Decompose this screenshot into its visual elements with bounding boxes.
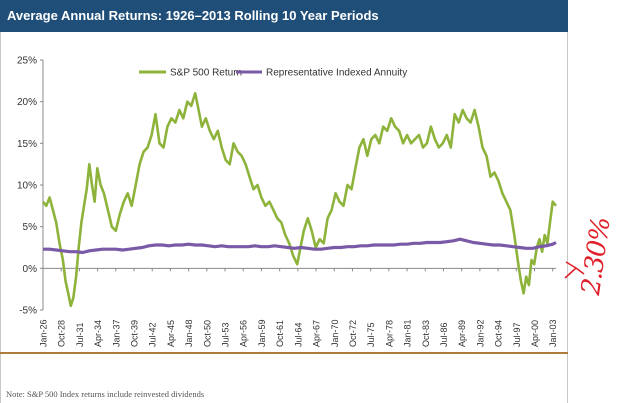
x-tick-label: Apr-67 xyxy=(312,320,322,347)
y-tick-label: 0% xyxy=(23,264,38,275)
y-tick-label: 5% xyxy=(23,222,38,233)
x-tick-label: Oct-50 xyxy=(202,320,212,347)
x-tick-label: Jan-59 xyxy=(257,319,267,347)
sp500-series-line xyxy=(41,92,558,308)
y-tick-label: 15% xyxy=(17,139,37,150)
legend-label-sp500: S&P 500 Return xyxy=(170,68,242,79)
x-tick-label: Oct-61 xyxy=(275,320,285,347)
x-tick-label: Jan-70 xyxy=(330,319,340,347)
x-tick-label: Jul-97 xyxy=(512,322,522,347)
x-tick-label: Jul-75 xyxy=(366,322,376,347)
x-tick-label: Jul-64 xyxy=(293,322,303,347)
x-tick-label: Oct-28 xyxy=(57,320,67,347)
x-tick-label: Oct-39 xyxy=(130,320,140,347)
x-tick-label: Apr-34 xyxy=(93,320,103,347)
handwritten-arrow-icon xyxy=(564,261,585,279)
y-tick-label: 20% xyxy=(17,97,37,108)
x-tick-label: Jan-81 xyxy=(403,319,413,347)
separator-rule xyxy=(0,352,568,354)
chart-frame xyxy=(0,32,568,403)
x-tick-label: Oct-83 xyxy=(421,320,431,347)
x-tick-label: Jan-37 xyxy=(111,319,121,347)
legend-label-annuity: Representative Indexed Annuity xyxy=(266,68,407,79)
x-tick-label: Apr-00 xyxy=(530,320,540,347)
x-tick-label: Apr-45 xyxy=(166,320,176,347)
x-tick-label: Oct-94 xyxy=(494,320,504,347)
chart-header: Average Annual Returns: 1926–2013 Rollin… xyxy=(0,0,568,32)
x-tick-label: Jan-48 xyxy=(184,319,194,347)
x-tick-label: Apr-56 xyxy=(239,320,249,347)
y-tick-label: -5% xyxy=(19,306,37,317)
annuity-series-line xyxy=(43,237,557,255)
x-tick-label: Jul-86 xyxy=(439,322,449,347)
x-tick-label: Jul-53 xyxy=(221,322,231,347)
footnote: Note: S&P 500 Index returns include rein… xyxy=(6,389,205,399)
handwritten-annotation: 2.30% xyxy=(562,216,640,300)
x-tick-label: Oct-72 xyxy=(348,320,358,347)
x-tick-label: Apr-89 xyxy=(457,320,467,347)
x-tick-label: Jul-31 xyxy=(75,322,85,347)
y-tick-label: 10% xyxy=(17,181,37,192)
x-tick-label: Apr-78 xyxy=(384,320,394,347)
x-tick-label: Jan-26 xyxy=(39,319,49,347)
x-tick-label: Jan-92 xyxy=(475,319,485,347)
y-tick-label: 25% xyxy=(17,56,37,67)
chart-title: Average Annual Returns: 1926–2013 Rollin… xyxy=(7,8,379,23)
x-tick-label: Jul-42 xyxy=(148,322,158,347)
x-tick-label: Jan-03 xyxy=(548,319,558,347)
